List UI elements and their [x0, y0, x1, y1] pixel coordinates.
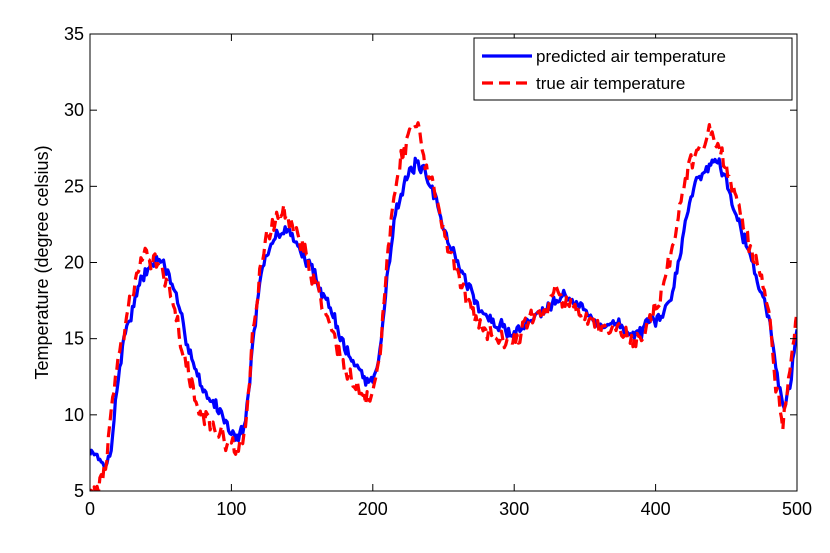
legend-label-true: true air temperature — [536, 74, 685, 93]
y-tick-label: 25 — [64, 176, 84, 196]
series-line-true — [90, 121, 797, 491]
y-tick-label: 35 — [64, 24, 84, 44]
series-layer — [90, 121, 797, 491]
legend: predicted air temperature true air tempe… — [473, 37, 793, 101]
x-tick-label: 300 — [499, 499, 529, 519]
y-tick-label: 15 — [64, 329, 84, 349]
x-tick-label: 0 — [85, 499, 95, 519]
x-tick-label: 400 — [641, 499, 671, 519]
y-tick-label: 10 — [64, 405, 84, 425]
plot-area — [90, 34, 797, 491]
y-tick-label: 30 — [64, 100, 84, 120]
y-axis: 5 10 15 20 25 30 35 — [64, 24, 797, 501]
y-tick-label: 5 — [74, 481, 84, 501]
x-axis: 0 100 200 300 400 500 — [85, 34, 812, 519]
x-tick-label: 200 — [358, 499, 388, 519]
x-tick-label: 500 — [782, 499, 812, 519]
x-tick-label: 100 — [216, 499, 246, 519]
legend-label-predicted: predicted air temperature — [536, 47, 726, 66]
y-axis-label: Temperature (degree celsius) — [32, 145, 52, 379]
legend-box — [473, 37, 793, 101]
y-tick-label: 20 — [64, 253, 84, 273]
